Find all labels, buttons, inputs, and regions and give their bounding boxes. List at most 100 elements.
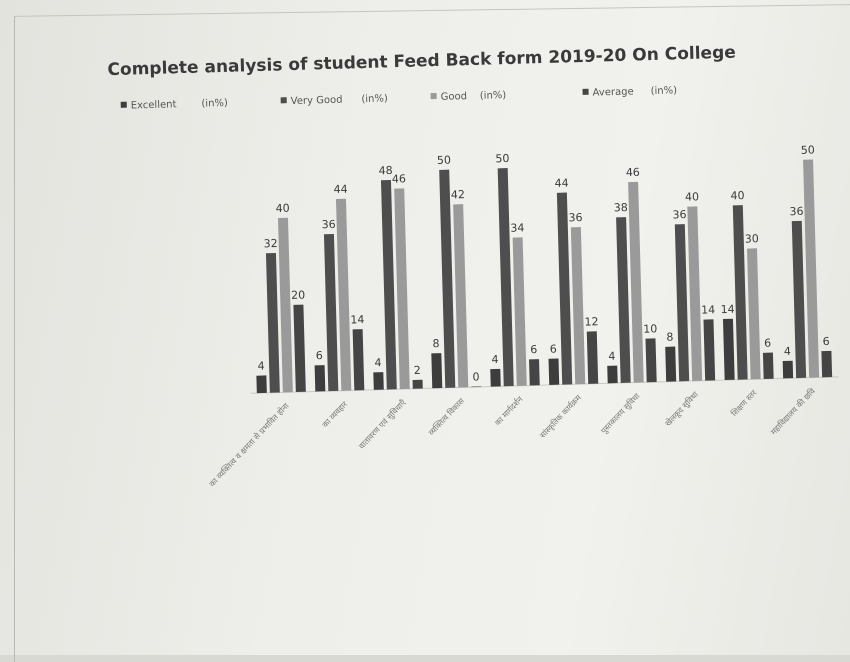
bars-group: [256, 159, 833, 394]
data-label-2-8: 30: [745, 232, 759, 245]
data-label-2-5: 36: [568, 211, 582, 224]
bar-0-9: [782, 360, 794, 379]
category-label-3: व्यक्तित्व विकास: [426, 395, 466, 437]
data-label-2-4: 34: [510, 221, 524, 234]
legend-unit-2: (in%): [480, 90, 507, 102]
data-label-3-6: 10: [643, 322, 657, 335]
bar-3-0: [293, 304, 306, 393]
bar-2-4: [512, 237, 527, 386]
data-label-1-6: 38: [614, 201, 628, 214]
bar-1-0: [265, 253, 280, 393]
bar-1-7: [674, 224, 690, 382]
bar-2-7: [687, 206, 703, 381]
legend-entry-3: Average: [592, 86, 633, 98]
category-label-0: का व्यक्तित्व व क्षमता से प्रभावित होना: [207, 400, 292, 489]
data-label-0-7: 8: [666, 331, 673, 344]
data-label-3-7: 14: [701, 303, 715, 316]
data-label-2-0: 40: [276, 202, 290, 215]
legend-unit-3: (in%): [651, 85, 678, 97]
bar-3-7: [703, 319, 716, 381]
bar-0-0: [256, 375, 267, 394]
data-label-1-4: 50: [495, 152, 509, 165]
chart-legend: Excellent (in%) Very Good (in%) Good (in%) Ave…: [120, 85, 678, 112]
category-label-1: का व्यवहार: [321, 399, 350, 429]
category-label-7: खेलकूद सुविधा: [663, 389, 702, 429]
category-label-8: शिक्षण स्तर: [729, 387, 759, 418]
data-label-2-7: 40: [685, 190, 699, 203]
data-label-3-1: 14: [350, 313, 364, 326]
bar-0-5: [548, 358, 560, 385]
data-label-1-8: 40: [730, 189, 744, 202]
legend-entry-0: Excellent: [131, 99, 177, 111]
bar-1-1: [323, 233, 339, 392]
bar-3-5: [586, 331, 599, 384]
data-label-0-6: 4: [608, 350, 615, 363]
bar-1-8: [732, 205, 748, 380]
bar-2-3: [453, 204, 469, 388]
bar-1-9: [791, 220, 807, 379]
bar-0-7: [665, 346, 677, 382]
data-label-0-1: 6: [316, 349, 323, 362]
data-label-1-5: 44: [554, 177, 568, 190]
bar-3-4: [529, 359, 540, 386]
data-label-0-8: 14: [721, 303, 735, 316]
data-label-1-0: 32: [264, 237, 278, 250]
legend-swatch-3: [582, 88, 589, 95]
data-label-0-5: 6: [550, 343, 557, 356]
bar-2-8: [747, 248, 761, 380]
legend-entry-1: Very Good: [291, 95, 343, 107]
bar-1-2: [380, 180, 397, 390]
bar-0-6: [607, 365, 618, 384]
category-labels-group: का व्यक्तित्व व क्षमता से प्रभावित होना क…: [207, 386, 818, 489]
legend-swatch-1: [280, 97, 287, 104]
data-label-2-6: 46: [626, 166, 640, 179]
legend-swatch-2: [430, 92, 437, 100]
data-label-0-3: 8: [432, 337, 439, 350]
data-label-2-3: 42: [451, 188, 465, 201]
data-label-3-2: 2: [414, 364, 421, 377]
bar-2-1: [335, 198, 352, 391]
category-label-9: महाविद्यालय की छवि: [768, 386, 817, 437]
legend-unit-1: (in%): [361, 93, 388, 105]
chart-title: Complete analysis of student Feed Back f…: [107, 43, 736, 81]
bar-2-2: [394, 188, 410, 390]
bar-2-5: [570, 227, 586, 385]
data-label-0-9: 4: [784, 345, 791, 358]
category-label-5: सांस्कृतिक कार्यक्रम: [537, 392, 584, 440]
data-label-0-0: 4: [257, 359, 264, 372]
legend-unit-0: (in%): [201, 98, 228, 110]
legend-entry-2: Good: [441, 91, 468, 103]
bar-1-4: [497, 168, 514, 387]
data-label-0-2: 4: [374, 356, 381, 369]
bar-1-6: [616, 217, 631, 383]
bar-2-0: [277, 217, 293, 393]
bar-2-6: [628, 181, 644, 383]
bar-0-2: [373, 372, 384, 390]
bar-1-3: [439, 169, 456, 388]
bar-3-8: [762, 352, 774, 379]
data-label-1-3: 50: [437, 154, 451, 167]
bar-0-4: [490, 368, 501, 387]
category-label-6: पुस्तकालय सुविधा: [599, 390, 643, 436]
data-label-3-4: 6: [530, 343, 537, 356]
bar-0-1: [314, 365, 326, 392]
bar-3-9: [821, 350, 833, 378]
bar-1-5: [556, 192, 573, 385]
data-label-1-2: 48: [379, 164, 393, 177]
data-label-3-3: 0: [472, 370, 479, 383]
data-label-3-5: 12: [584, 315, 598, 328]
data-label-3-9: 6: [822, 335, 829, 348]
data-label-1-1: 36: [321, 218, 335, 231]
bar-3-1: [352, 329, 365, 391]
data-label-3-0: 20: [291, 289, 305, 302]
bar-3-2: [412, 379, 423, 389]
data-label-1-7: 36: [672, 208, 686, 221]
bar-2-9: [803, 159, 820, 378]
data-label-2-1: 44: [334, 183, 348, 196]
bar-0-8: [722, 318, 735, 381]
data-label-2-2: 46: [392, 172, 406, 185]
data-label-0-4: 4: [491, 353, 498, 366]
data-label-3-8: 6: [764, 337, 771, 350]
